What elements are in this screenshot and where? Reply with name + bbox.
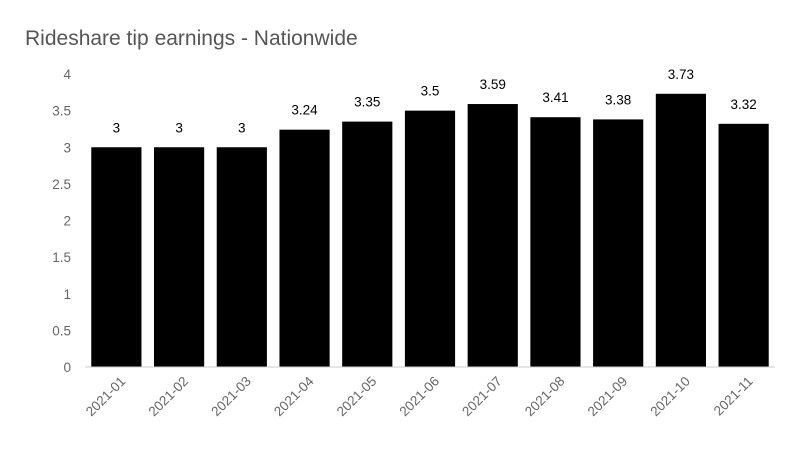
data-label: 3	[238, 120, 246, 135]
bar	[593, 119, 644, 367]
y-tick-label: 3.5	[52, 104, 71, 119]
bar	[91, 147, 142, 367]
bar	[655, 93, 706, 367]
bar	[216, 147, 267, 367]
data-labels: 3 3 3 3.24 3.35 3.5 3.59 3.41 3.38 3.73 3.32	[113, 67, 757, 135]
bar	[342, 121, 393, 367]
data-label: 3.32	[730, 97, 756, 112]
y-tick-label: 1	[63, 287, 71, 302]
data-label: 3.24	[291, 103, 318, 118]
y-tick-label: 4	[63, 67, 71, 82]
x-tick-label: 2021-11	[711, 374, 756, 419]
bar	[279, 129, 330, 367]
x-tick-label: 2021-09	[585, 374, 631, 420]
bar	[404, 110, 456, 367]
y-tick-label: 1.5	[52, 250, 71, 265]
bar	[530, 117, 581, 367]
y-tick-label: 3	[63, 140, 71, 155]
data-label: 3.5	[421, 84, 440, 99]
data-label: 3.73	[668, 67, 694, 82]
y-axis: 0 0.5 1 1.5 2 2.5 3 3.5 4	[52, 67, 71, 375]
chart-title: Rideshare tip earnings - Nationwide	[25, 27, 358, 50]
x-tick-label: 2021-05	[334, 374, 380, 420]
data-label: 3	[175, 120, 183, 135]
y-tick-label: 0.5	[52, 323, 71, 338]
data-label: 3.38	[605, 92, 631, 107]
y-tick-label: 2.5	[52, 177, 71, 192]
x-axis: 2021-01 2021-02 2021-03 2021-04 2021-05 2021-…	[83, 373, 756, 419]
bar	[718, 123, 769, 367]
data-label: 3.59	[480, 77, 506, 92]
bar	[467, 104, 518, 367]
data-label: 3.41	[542, 90, 568, 105]
data-label: 3.35	[354, 95, 380, 110]
x-tick-label: 2021-01	[83, 374, 129, 420]
x-tick-label: 2021-03	[208, 374, 254, 420]
bar-series	[91, 93, 769, 367]
x-tick-label: 2021-06	[396, 374, 442, 420]
y-tick-label: 0	[63, 360, 71, 375]
bar	[154, 147, 205, 367]
x-tick-label: 2021-04	[271, 373, 317, 419]
data-label: 3	[113, 120, 121, 135]
x-tick-label: 2021-08	[522, 374, 568, 420]
x-tick-label: 2021-10	[647, 374, 693, 420]
x-tick-label: 2021-02	[146, 374, 192, 420]
x-tick-label: 2021-07	[459, 374, 505, 420]
y-tick-label: 2	[63, 214, 71, 229]
